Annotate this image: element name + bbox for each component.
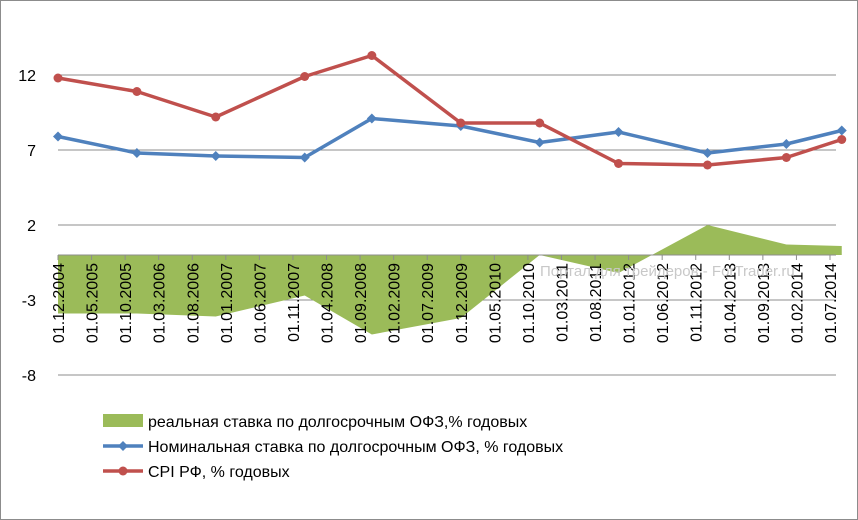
data-point [53, 131, 63, 142]
x-tick-label: 01.05.2005 [85, 263, 102, 343]
x-tick-label: 01.10.2005 [118, 263, 135, 343]
data-point [702, 148, 713, 158]
x-tick-label: 01.12.2004 [51, 263, 68, 343]
x-tick-label: 01.03.2006 [152, 263, 169, 343]
y-tick-label: 2 [27, 218, 36, 235]
data-point [534, 137, 545, 148]
y-axis-tick-labels: -8 -3 2 7 12 [18, 68, 36, 385]
x-tick-label: 01.06.2007 [252, 263, 269, 343]
data-point [300, 72, 310, 81]
data-point [836, 125, 847, 136]
y-tick-label: -8 [22, 368, 36, 385]
data-point [367, 51, 377, 60]
zero-axis [57, 254, 836, 260]
data-point [211, 112, 221, 122]
x-tick-label: 01.11.2012 [689, 263, 706, 342]
x-tick-label: 01.04.2013 [722, 263, 739, 343]
data-point [837, 135, 847, 144]
x-tick-label: 01.10.2010 [521, 263, 538, 343]
line-series [53, 51, 847, 170]
x-tick-label: 01.12.2009 [454, 263, 471, 343]
data-point [299, 152, 310, 163]
y-tick-label: 7 [27, 143, 36, 160]
legend-swatch [103, 414, 143, 427]
series-line [57, 116, 843, 160]
x-tick-label: 01.04.2008 [320, 263, 337, 343]
x-tick-label: 01.03.2011 [554, 263, 571, 342]
data-point [614, 159, 624, 168]
x-tick-label: 01.08.2011 [588, 263, 605, 342]
data-point [131, 148, 142, 158]
x-tick-label: 01.09.2013 [756, 263, 773, 343]
legend-marker [118, 466, 128, 476]
y-tick-label: -3 [22, 293, 36, 310]
legend-marker [118, 441, 128, 451]
x-tick-label: 01.09.2008 [353, 263, 370, 343]
data-point [702, 160, 712, 170]
x-tick-label: 01.11.2007 [286, 263, 303, 342]
x-axis-tick-labels: 01.12.2004 01.05.2005 01.10.2005 01.03.2006… [51, 263, 840, 343]
legend-label: реальная ставка по долгосрочным ОФЗ,% го… [148, 414, 527, 431]
data-point [210, 151, 221, 161]
data-point [366, 113, 377, 124]
x-tick-label: 01.08.2006 [185, 263, 202, 343]
x-tick-label: 01.07.2014 [823, 263, 840, 343]
data-point [456, 118, 466, 128]
x-tick-label: 01.01.2007 [219, 263, 236, 343]
area-series-shape [58, 225, 842, 335]
legend-label: CPI РФ, % годовых [148, 464, 290, 481]
x-tick-label: 01.06.2012 [655, 263, 672, 343]
legend-label: Номинальная ставка по долгосрочным ОФЗ, … [148, 439, 563, 456]
data-point [132, 87, 142, 96]
watermark: Портал для трейдеров - ForTrader.ru [540, 263, 795, 280]
y-tick-label: 12 [18, 68, 36, 85]
legend: реальная ставка по долгосрочным ОФЗ,% го… [103, 414, 563, 481]
data-point [53, 73, 63, 83]
data-point [613, 127, 624, 137]
series-line [57, 53, 843, 167]
grid-lines [58, 74, 836, 376]
x-tick-label: 01.05.2010 [487, 263, 504, 343]
x-tick-label: 01.01.2012 [622, 263, 639, 343]
data-point [781, 153, 791, 162]
x-tick-label: 01.02.2014 [789, 263, 806, 343]
data-point [535, 118, 545, 128]
real-rate-area-series [58, 225, 842, 335]
data-point [781, 139, 792, 149]
x-tick-label: 01.07.2009 [420, 263, 437, 343]
x-tick-label: 01.02.2009 [387, 263, 404, 343]
